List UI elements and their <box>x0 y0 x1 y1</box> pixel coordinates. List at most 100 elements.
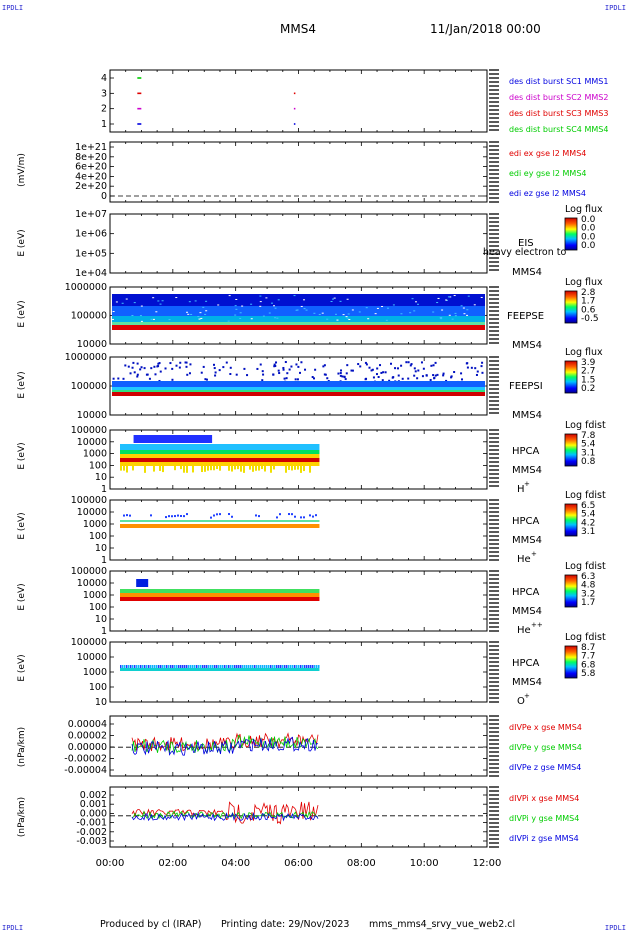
divpi-panel-legend-entry: dIVPi z gse MMS4 <box>509 834 579 843</box>
feepsi-speckle <box>154 373 157 376</box>
hpca-o-stripe <box>222 665 224 668</box>
feepsi-speckle <box>410 363 413 366</box>
header-spacecraft: MMS4 <box>280 22 316 36</box>
corner-mark-br: IPDLI <box>604 924 626 932</box>
feepse-speckle <box>463 313 466 315</box>
feepsi-speckle <box>376 367 379 370</box>
hpca-h-tail <box>192 466 194 473</box>
hpca-hepp-panel-species-label: He <box>517 625 531 636</box>
feepsi-speckle <box>133 371 136 374</box>
hpca-o-stripe <box>142 665 144 668</box>
feepsi-speckle <box>214 371 217 374</box>
divpi-panel-legend-entry: dIVPi x gse MMS4 <box>509 794 579 803</box>
feepsi-speckle <box>127 365 130 368</box>
feepse-speckle <box>234 314 237 316</box>
hpca-o-stripe <box>132 665 134 668</box>
feepsi-speckle <box>417 369 420 372</box>
feepse-speckle <box>436 302 439 304</box>
ylabel-edi: (mV/m) <box>17 153 27 187</box>
burst-ytick-label: 1 <box>101 119 107 130</box>
feepse-speckle <box>161 300 164 302</box>
hpca-o-panel-ytick-label: 10000 <box>77 652 107 663</box>
feepse-speckle <box>140 305 143 307</box>
hpca-h-tail <box>126 466 128 473</box>
ylabel-hpca-hepp: E (eV) <box>17 583 27 611</box>
feepse-speckle <box>358 311 361 313</box>
feepse-speckle <box>330 301 333 303</box>
feepse-speckle <box>432 311 435 313</box>
feepse-speckle <box>235 308 238 310</box>
feepsi-panel-colorbar-tick: 3.9 <box>581 358 596 368</box>
hpca-o-stripe <box>218 665 220 668</box>
eis-panel-colorbar-tick: 0.0 <box>581 241 596 251</box>
feepsi-speckle <box>384 371 387 374</box>
feepse-speckle <box>273 305 276 307</box>
hpca-h-panel-colorbar <box>564 433 578 467</box>
feepsi-speckle <box>189 363 192 366</box>
hpca-hepp-panel-ytick-label: 1 <box>101 626 107 637</box>
hpca-h-tail <box>303 466 305 472</box>
feepse-speckle <box>326 318 329 320</box>
hpca-hepp-panel-colorbar-tick: 4.8 <box>581 581 596 591</box>
feepse-speckle <box>140 320 143 322</box>
feepsi-speckle <box>262 373 265 376</box>
hpca-he-speckle <box>231 515 233 518</box>
feepsi-speckle <box>390 362 393 365</box>
feepse-speckle <box>416 303 419 305</box>
feepse-speckle <box>440 316 443 318</box>
divpi-panel-ytick-label: -0.001 <box>76 818 107 829</box>
feepsi-speckle <box>259 363 262 366</box>
hpca-he-panel-ytick-label: 10 <box>95 543 107 554</box>
hpca-o-panel-ytick-label: 1000 <box>83 667 107 678</box>
hpca-h-band-yellow <box>120 454 320 458</box>
feepse-speckle <box>321 312 324 314</box>
feepse-speckle <box>454 315 457 317</box>
feepse-speckle <box>447 296 450 298</box>
feepsi-speckle <box>117 377 120 380</box>
hpca-he-speckle <box>300 516 302 519</box>
hpca-he-speckle <box>183 515 185 518</box>
hpca-o-stripe <box>188 665 190 668</box>
feepsi-speckle <box>470 366 473 369</box>
hpca-h-tail <box>294 466 296 470</box>
hpca-he-panel-species-label: He <box>517 554 531 565</box>
feepse-panel-colorbar-title: Log flux <box>565 277 603 288</box>
hpca-he-band-orange <box>120 524 320 528</box>
hpca-h-tail <box>210 466 212 471</box>
feepsi-speckle <box>169 362 172 365</box>
hpca-o-stripe <box>160 665 162 668</box>
feepse-speckle <box>374 313 377 315</box>
feepsi-speckle <box>341 375 344 378</box>
burst-point <box>137 92 142 95</box>
hpca-h-tail <box>159 466 161 471</box>
feepse-speckle <box>112 311 115 313</box>
feepsi-speckle <box>178 366 181 369</box>
feepse-speckle <box>381 305 384 307</box>
feepse-speckle <box>157 300 160 302</box>
feepsi-band-blue <box>112 381 485 387</box>
hpca-h-tail <box>144 466 146 473</box>
feepsi-speckle <box>442 372 445 375</box>
feepse-speckle <box>342 314 345 316</box>
feepse-speckle <box>454 312 457 314</box>
burst-point <box>293 107 296 110</box>
hpca-hepp-panel-colorbar <box>564 574 578 608</box>
feepsi-speckle <box>368 366 371 369</box>
hpca-o-panel-ytick-label: 100000 <box>71 637 107 648</box>
hpca-o-panel-species-charge: + <box>524 692 530 700</box>
hpca-he-panel-colorbar-tick: 5.4 <box>581 510 596 520</box>
feepse-speckle <box>259 295 262 297</box>
feepse-speckle <box>351 309 354 311</box>
hpca-h-tail <box>180 466 182 470</box>
edi-panel-ytick-label: 1e+21 <box>75 142 107 153</box>
hpca-h-tail <box>264 466 266 472</box>
feepsi-speckle <box>409 364 412 367</box>
feepsi-speckle <box>204 378 207 381</box>
hpca-h-panel-species-label: H <box>517 484 525 495</box>
hpca-he-panel-ytick-label: 100 <box>89 531 107 542</box>
feepse-speckle <box>386 307 389 309</box>
hpca-h-tail <box>300 466 302 473</box>
hpca-o-stripe <box>262 665 264 668</box>
feepsi-speckle <box>185 365 188 368</box>
hpca-h-tail <box>132 466 134 471</box>
